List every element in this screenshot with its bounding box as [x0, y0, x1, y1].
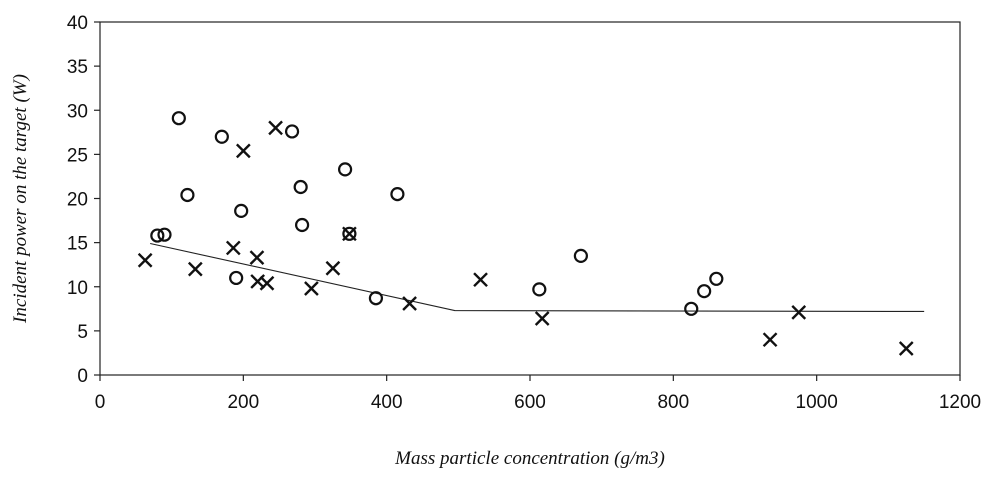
circle-point	[573, 248, 588, 263]
y-tick-label: 40	[67, 13, 88, 34]
circle-point	[293, 179, 308, 195]
circle-point	[295, 217, 310, 233]
cross-point	[402, 296, 417, 311]
y-tick-label: 10	[67, 278, 88, 299]
cross-point	[249, 250, 265, 265]
y-tick-label: 30	[67, 101, 88, 122]
cross-point	[473, 272, 488, 288]
cross-point	[342, 226, 357, 242]
circle-point	[390, 186, 405, 202]
cross-point	[187, 261, 203, 277]
cross-point	[325, 260, 341, 276]
circle-point	[368, 291, 384, 306]
cross-point	[898, 341, 914, 356]
circle-point	[234, 203, 249, 218]
x-tick-label: 1200	[939, 392, 981, 413]
circle-point	[697, 284, 712, 299]
x-tick-label: 200	[227, 392, 259, 413]
circle-point	[214, 129, 229, 144]
circle-point	[157, 227, 172, 242]
cross-point	[304, 281, 319, 296]
cross-point	[137, 252, 153, 268]
data-points	[137, 111, 914, 356]
circle-point	[171, 111, 186, 126]
y-tick-label: 5	[77, 322, 88, 343]
circle-point	[338, 162, 353, 177]
circle-point	[229, 270, 244, 286]
x-axis-title: Mass particle concentration (g/m3)	[394, 448, 665, 469]
circle-point	[684, 301, 699, 316]
y-tick-label: 25	[67, 145, 88, 166]
cross-point	[259, 275, 275, 291]
y-tick-label: 0	[77, 366, 88, 387]
x-tick-label: 0	[95, 392, 106, 413]
circle-point	[532, 282, 547, 297]
circle-point	[284, 124, 300, 139]
x-tick-label: 800	[657, 392, 689, 413]
trend-line-layer	[150, 242, 925, 313]
cross-point	[225, 240, 241, 256]
cross-point	[534, 311, 550, 326]
circle-point	[150, 228, 165, 243]
y-tick-label: 15	[67, 234, 88, 255]
x-tick-label: 400	[371, 392, 403, 413]
y-axis-title: Incident power on the target (W)	[10, 74, 31, 324]
plot-area	[99, 21, 961, 376]
y-tick-label: 20	[67, 190, 88, 211]
cross-point	[791, 304, 807, 320]
circle-point	[709, 271, 724, 286]
circle-point	[342, 226, 357, 241]
y-tick-label: 35	[67, 57, 88, 78]
circle-point	[180, 187, 195, 203]
trend-line	[150, 242, 925, 313]
cross-point	[235, 143, 251, 159]
x-tick-label: 600	[514, 392, 546, 413]
cross-point	[268, 120, 283, 136]
cross-point	[762, 332, 778, 348]
x-tick-label: 1000	[796, 392, 838, 413]
